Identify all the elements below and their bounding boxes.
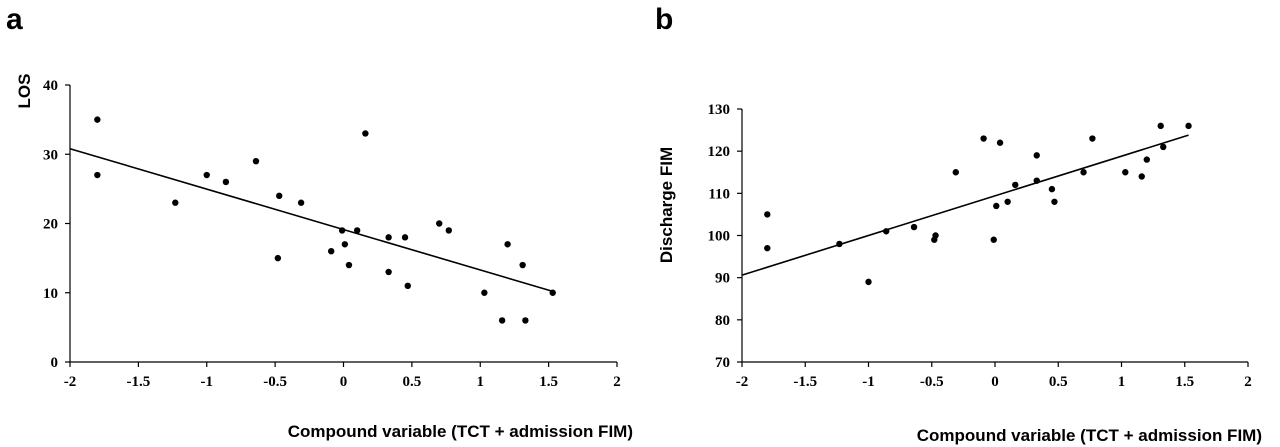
data-point [94,116,101,123]
data-point [401,234,409,241]
data-point [1004,198,1011,205]
y-tick-label: 100 [708,229,731,245]
data-point [341,241,349,248]
data-point [932,232,939,239]
panel-label-b: b [655,3,673,36]
y-tick-label: 110 [708,186,730,202]
panel-label-a: a [6,3,23,36]
y-tick-label: 10 [43,286,58,302]
data-point [764,211,771,218]
data-point [1048,185,1056,193]
data-point [436,220,443,227]
data-point [996,139,1004,146]
data-point [362,130,369,137]
data-point [519,261,526,269]
data-point [836,240,843,248]
data-point [1143,156,1151,163]
y-tick-label: 130 [708,102,731,118]
data-point [522,317,529,324]
x-axis-title: Compound variable (TCT + admission FIM) [917,426,1262,445]
data-point [1033,177,1040,184]
data-point [404,282,411,290]
data-point [504,241,511,248]
scatter-chart-b: -2 -1.5 -1 -0.5 0 0.5 1 1.5 2 70 80 90 100 110 120 130 C… [657,102,1262,445]
y-tick-label: 0 [51,355,59,371]
x-tick-label: 2 [1244,374,1252,390]
data-point [498,317,506,324]
data-point [276,192,283,199]
x-tick-label: 0.5 [403,374,422,390]
x-tick-label: 1 [477,374,485,390]
x-axis-title: Compound variable (TCT + admission FIM) [288,422,633,441]
y-tick-label: 80 [715,313,730,329]
data-point [338,227,346,234]
data-point [353,227,361,234]
data-point [1089,135,1096,142]
data-point [865,278,872,286]
data-point [222,178,230,186]
data-point [1012,181,1019,189]
x-tick-label: 1.5 [1175,374,1194,390]
y-tick-label: 40 [43,78,58,94]
data-point [1080,169,1087,176]
data-point [1138,173,1145,180]
data-point [990,236,997,243]
data-point [327,248,335,255]
y-tick-label: 120 [708,144,731,160]
data-point [1033,152,1040,159]
data-point [1160,143,1167,151]
data-point [385,268,392,276]
data-point [980,135,987,142]
y-tick-label: 30 [43,147,58,163]
data-point [94,171,101,179]
y-tick-label: 20 [43,217,58,233]
x-tick-label: -1 [862,374,875,390]
data-point [385,234,392,241]
data-point [172,199,179,206]
y-tick-label: 90 [715,271,730,287]
data-point [910,223,918,231]
data-point [445,227,452,234]
x-tick-label: -1 [201,374,214,390]
x-tick-label: 1.5 [539,374,558,390]
data-point [1185,122,1192,130]
data-point [481,289,488,296]
data-point [883,228,890,235]
data-point [764,244,771,252]
data-point [252,157,260,165]
x-tick-label: -2 [64,374,77,390]
data-point [1051,198,1058,205]
x-tick-label: -0.5 [920,374,944,390]
data-point [1122,169,1129,176]
x-tick-label: -1.5 [127,374,151,390]
data-point [1157,122,1164,130]
y-tick-label: 70 [715,355,730,371]
data-point [952,169,959,176]
x-tick-label: -2 [736,374,749,390]
y-axis-title: LOS [15,74,34,109]
x-tick-label: -1.5 [793,374,817,390]
data-point [345,261,353,269]
regression-line [741,134,1189,276]
regression-line [69,147,553,293]
data-point [297,199,305,206]
x-tick-label: 0 [340,374,348,390]
x-tick-label: -0.5 [263,374,287,390]
x-tick-label: 0.5 [1049,374,1068,390]
data-point [274,254,282,262]
data-point [203,171,210,179]
x-tick-label: 1 [1118,374,1126,390]
y-axis-title: Discharge FIM [657,147,676,263]
x-tick-label: 0 [991,374,999,390]
data-point [993,202,1000,210]
x-tick-label: 2 [613,374,621,390]
data-point [549,289,556,296]
